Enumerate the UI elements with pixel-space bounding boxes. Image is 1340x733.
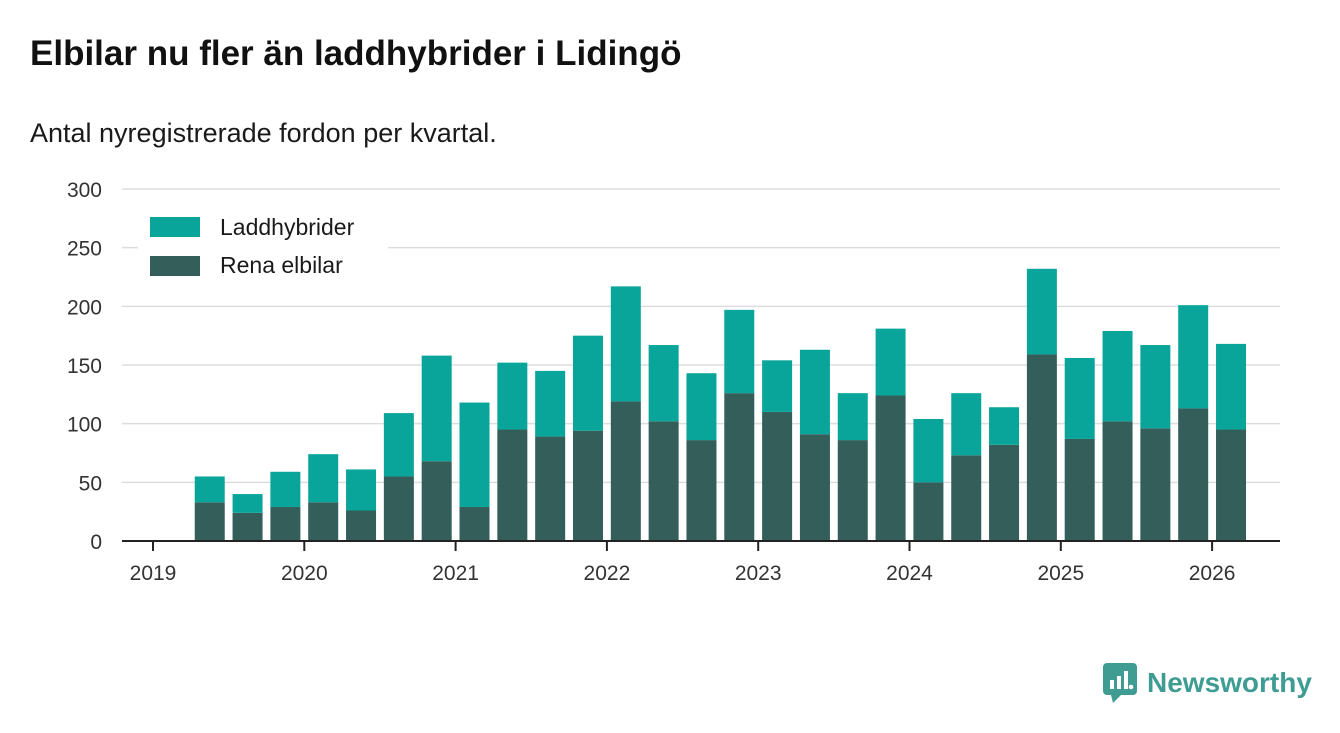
bar-hybrid-2021-Q3 <box>535 370 566 437</box>
bar-electric-2023-Q1 <box>762 411 793 541</box>
bar-electric-2023-Q2 <box>799 434 830 541</box>
bar-hybrid-2024-Q4 <box>1026 268 1057 355</box>
bar-hybrid-2024-Q1 <box>913 418 944 483</box>
bar-hybrid-2023-Q1 <box>762 360 793 412</box>
x-tick-label-2019: 2019 <box>130 562 177 585</box>
bar-hybrid-2020-Q3 <box>383 413 414 477</box>
x-tick-label-2020: 2020 <box>281 562 328 585</box>
x-tick-label-2025: 2025 <box>1037 562 1084 585</box>
bar-electric-2024-Q1 <box>913 482 944 541</box>
bar-electric-2021-Q4 <box>572 430 603 541</box>
bar-hybrid-2019-Q4 <box>270 471 301 507</box>
y-tick-label-100: 100 <box>67 414 102 437</box>
bar-hybrid-2025-Q2 <box>1102 330 1133 422</box>
bar-electric-2022-Q2 <box>648 421 679 541</box>
bar-hybrid-2025-Q4 <box>1178 305 1209 409</box>
y-tick-label-150: 150 <box>67 355 102 378</box>
bar-hybrid-2020-Q2 <box>346 469 377 511</box>
bar-hybrid-2021-Q4 <box>572 335 603 431</box>
bar-electric-2025-Q2 <box>1102 421 1133 541</box>
bar-hybrid-2023-Q2 <box>799 349 830 435</box>
bar-electric-2022-Q1 <box>610 401 641 541</box>
bar-electric-2025-Q3 <box>1140 428 1171 541</box>
bars <box>194 268 1247 541</box>
x-tick-label-2026: 2026 <box>1189 562 1236 585</box>
bar-hybrid-2022-Q3 <box>686 373 717 441</box>
bar-electric-2026-Q1 <box>1216 429 1247 541</box>
bar-hybrid-2021-Q1 <box>459 402 490 507</box>
bar-hybrid-2025-Q3 <box>1140 345 1171 429</box>
bar-electric-2019-Q3 <box>232 512 263 541</box>
bar-electric-2019-Q2 <box>194 502 225 541</box>
bar-electric-2020-Q3 <box>383 476 414 541</box>
bar-electric-2025-Q4 <box>1178 408 1209 541</box>
bar-electric-2024-Q4 <box>1026 354 1057 541</box>
bar-hybrid-2019-Q3 <box>232 494 263 513</box>
newsworthy-logo-text: Newsworthy <box>1147 667 1312 698</box>
legend-label-electric: Rena elbilar <box>220 252 343 278</box>
chart-subtitle: Antal nyregistrerade fordon per kvartal. <box>30 118 497 148</box>
legend-label-hybrid: Laddhybrider <box>220 214 355 240</box>
bar-electric-2020-Q1 <box>308 502 339 541</box>
bar-hybrid-2023-Q4 <box>875 328 906 396</box>
y-tick-label-300: 300 <box>67 179 102 202</box>
y-tick-label-50: 50 <box>79 472 102 495</box>
y-tick-label-250: 250 <box>67 238 102 261</box>
bar-electric-2023-Q4 <box>875 395 906 541</box>
bar-hybrid-2023-Q3 <box>837 393 868 441</box>
newsworthy-logo: Newsworthy <box>1103 662 1312 704</box>
bar-electric-2025-Q1 <box>1064 438 1095 541</box>
x-tick-label-2023: 2023 <box>735 562 782 585</box>
bar-hybrid-2024-Q3 <box>989 407 1020 445</box>
bar-electric-2019-Q4 <box>270 506 301 541</box>
bar-electric-2021-Q1 <box>459 506 490 541</box>
x-tick-label-2022: 2022 <box>584 562 631 585</box>
x-tick-label-2021: 2021 <box>432 562 479 585</box>
bar-hybrid-2019-Q2 <box>194 476 225 503</box>
bar-hybrid-2022-Q1 <box>610 286 641 402</box>
bar-electric-2022-Q4 <box>724 393 755 541</box>
newsworthy-logo-icon <box>1103 663 1137 703</box>
axes: 0 50 100 150 200 250 300 2019 2020 2021 2022 2023 20… <box>67 179 1280 585</box>
bar-hybrid-2022-Q2 <box>648 345 679 422</box>
bar-electric-2020-Q2 <box>346 510 377 541</box>
x-tick-label-2024: 2024 <box>886 562 933 585</box>
bar-electric-2024-Q2 <box>951 455 982 541</box>
bar-hybrid-2021-Q2 <box>497 362 528 430</box>
bar-hybrid-2025-Q1 <box>1064 357 1095 439</box>
legend: Laddhybrider Rena elbilar <box>138 208 388 290</box>
bar-electric-2021-Q2 <box>497 429 528 541</box>
bar-electric-2023-Q3 <box>837 440 868 541</box>
bar-electric-2022-Q3 <box>686 440 717 541</box>
bar-hybrid-2026-Q1 <box>1216 343 1247 430</box>
bar-hybrid-2022-Q4 <box>724 309 755 394</box>
legend-swatch-electric <box>150 256 200 276</box>
bar-electric-2020-Q4 <box>421 461 452 541</box>
legend-swatch-hybrid <box>150 217 200 237</box>
bar-electric-2024-Q3 <box>989 444 1020 541</box>
y-tick-label-0: 0 <box>90 531 102 554</box>
chart-title: Elbilar nu fler än laddhybrider i Liding… <box>30 34 682 73</box>
bar-electric-2021-Q3 <box>535 436 566 541</box>
y-tick-label-200: 200 <box>67 296 102 319</box>
bar-hybrid-2024-Q2 <box>951 393 982 456</box>
bar-hybrid-2020-Q1 <box>308 454 339 503</box>
bar-hybrid-2020-Q4 <box>421 355 452 462</box>
